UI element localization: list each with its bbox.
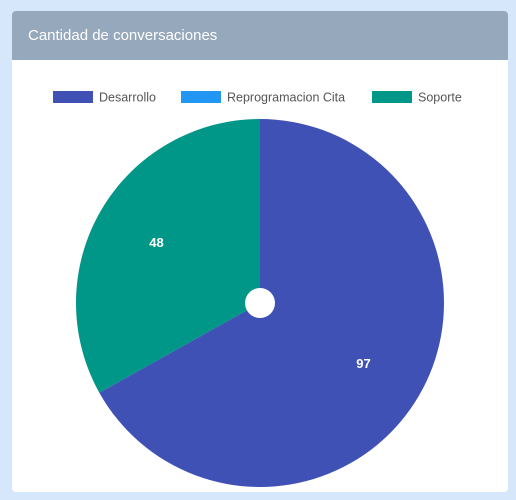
legend-label-reprogramacion-cita: Reprogramacion Cita [227, 91, 345, 105]
data-label-soporte: 48 [149, 235, 163, 250]
pie-slices [75, 119, 444, 488]
card-header: Cantidad de conversaciones [12, 11, 508, 60]
chart-legend[interactable]: Desarrollo Reprogramacion Cita Soporte [53, 91, 462, 105]
legend-swatch-soporte [372, 91, 412, 103]
pie-chart: Desarrollo Reprogramacion Cita Soporte 97 4… [53, 91, 462, 488]
pie-data-labels: 97 48 [149, 235, 370, 371]
legend-swatch-desarrollo [53, 91, 93, 103]
pie-slice-soporte[interactable] [75, 119, 261, 393]
chart-card: Cantidad de conversaciones Desarrollo Rep… [12, 11, 508, 492]
legend-item-soporte[interactable]: Soporte [372, 91, 462, 105]
legend-item-desarrollo[interactable]: Desarrollo [53, 91, 156, 105]
legend-swatch-reprogramacion-cita [181, 91, 221, 103]
legend-label-soporte: Soporte [418, 91, 462, 105]
card-title: Cantidad de conversaciones [28, 27, 218, 44]
legend-item-reprogramacion-cita[interactable]: Reprogramacion Cita [181, 91, 345, 105]
legend-label-desarrollo: Desarrollo [99, 91, 156, 105]
data-label-desarrollo: 97 [356, 356, 370, 371]
pie-center-hole [245, 288, 275, 318]
